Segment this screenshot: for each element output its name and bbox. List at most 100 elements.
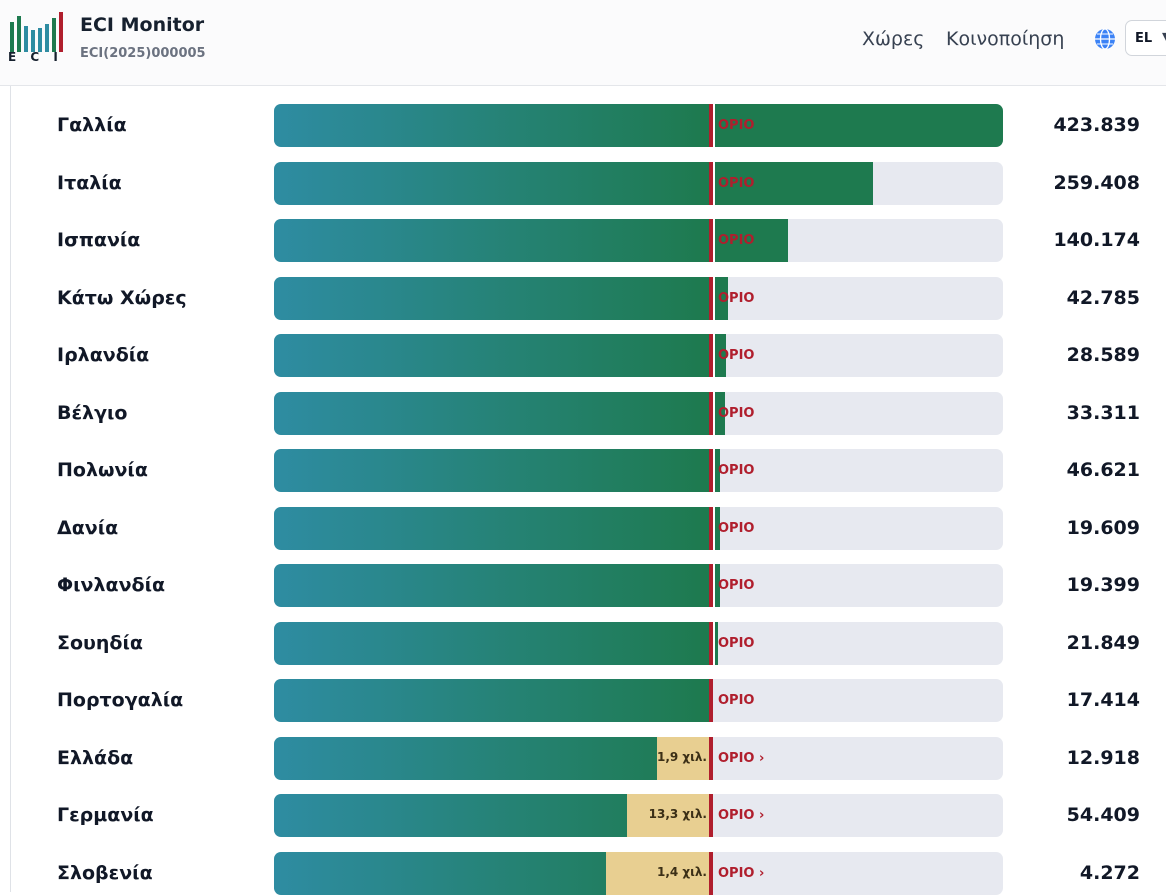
signature-count: 42.785: [1066, 286, 1140, 309]
country-row[interactable]: Γερμανία 13,3 χιλ. ΟΡΙΟ › 54.409: [11, 794, 1166, 837]
threshold-label: ΟΡΙΟ: [718, 233, 755, 248]
threshold-label: ΟΡΙΟ: [718, 693, 755, 708]
threshold-label: ΟΡΙΟ: [718, 118, 755, 133]
country-row[interactable]: Ιρλανδία ΟΡΙΟ 28.589: [11, 334, 1166, 377]
signature-count: 140.174: [1053, 229, 1140, 251]
threshold-label: ΟΡΙΟ: [718, 290, 755, 306]
threshold-marker: [709, 334, 713, 377]
progress-track: 1,9 χιλ. ΟΡΙΟ ›: [274, 736, 1003, 780]
threshold-marker: [709, 851, 713, 895]
missing-signatures-gap: [657, 736, 709, 780]
signature-count: 28.589: [1066, 344, 1140, 366]
missing-signatures-label: 1,9 χιλ.: [656, 749, 707, 764]
progress-track: ΟΡΙΟ: [274, 679, 1003, 722]
country-row[interactable]: Σλοβενία 1,4 χιλ. ΟΡΙΟ › 4.272: [11, 851, 1166, 895]
threshold-marker-gap: [713, 276, 715, 320]
country-row[interactable]: Σουηδία ΟΡΙΟ 21.849: [11, 621, 1166, 665]
country-name: Γαλλία: [57, 114, 127, 136]
threshold-marker-gap: [713, 449, 715, 492]
country-row[interactable]: Ισπανία ΟΡΙΟ 140.174: [11, 219, 1166, 262]
threshold-label: ΟΡΙΟ: [718, 348, 755, 363]
threshold-label: ΟΡΙΟ: [718, 463, 755, 478]
threshold-marker-gap: [713, 334, 715, 377]
country-name: Δανία: [57, 516, 119, 539]
globe-icon[interactable]: [1094, 28, 1116, 50]
eci-logo-icon: [10, 12, 63, 52]
threshold-marker: [709, 564, 713, 607]
threshold-label: ΟΡΙΟ: [718, 635, 755, 651]
threshold-marker-gap: [713, 391, 715, 435]
language-select[interactable]: EL ▼: [1125, 20, 1166, 56]
progress-track: ΟΡΙΟ: [274, 276, 1003, 320]
threshold-marker-gap: [713, 564, 715, 607]
country-name: Φινλανδία: [57, 574, 166, 596]
missing-signatures-label: 1,4 χιλ.: [656, 864, 707, 879]
progress-fill: [274, 219, 788, 262]
threshold-marker: [709, 276, 713, 320]
country-row[interactable]: Ελλάδα 1,9 χιλ. ΟΡΙΟ › 12.918: [11, 736, 1166, 780]
progress-track: ΟΡΙΟ: [274, 391, 1003, 435]
threshold-marker: [709, 161, 713, 205]
country-name: Κάτω Χώρες: [57, 286, 187, 309]
threshold-marker-gap: [713, 506, 715, 550]
threshold-marker: [709, 621, 713, 665]
progress-track: ΟΡΙΟ: [274, 449, 1003, 492]
signature-count: 46.621: [1066, 459, 1140, 481]
country-list: Γαλλία ΟΡΙΟ 423.839 Ιταλία ΟΡΙΟ 259.408 Ισπανί…: [10, 86, 1166, 895]
threshold-marker-gap: [713, 219, 715, 262]
top-header: E C I ECI Monitor ECI(2025)000005 Χώρες …: [0, 0, 1166, 86]
progress-track: ΟΡΙΟ: [274, 564, 1003, 607]
country-name: Πορτογαλία: [57, 689, 184, 711]
country-row[interactable]: Φινλανδία ΟΡΙΟ 19.399: [11, 564, 1166, 607]
progress-fill: [274, 506, 720, 550]
progress-track: ΟΡΙΟ: [274, 334, 1003, 377]
threshold-label: ΟΡΙΟ: [718, 175, 755, 191]
country-row[interactable]: Κάτω Χώρες ΟΡΙΟ 42.785: [11, 276, 1166, 320]
threshold-marker: [709, 506, 713, 550]
country-row[interactable]: Γαλλία ΟΡΙΟ 423.839: [11, 104, 1166, 147]
country-name: Σουηδία: [57, 631, 143, 654]
threshold-label: ΟΡΙΟ ›: [718, 808, 765, 823]
signature-count: 259.408: [1053, 171, 1140, 194]
app-title[interactable]: ECI Monitor: [80, 14, 205, 36]
progress-fill: [274, 851, 606, 895]
country-row[interactable]: Πολωνία ΟΡΙΟ 46.621: [11, 449, 1166, 492]
threshold-marker: [709, 736, 713, 780]
threshold-marker: [709, 391, 713, 435]
signature-count: 19.609: [1066, 516, 1140, 539]
missing-signatures-gap: [606, 851, 709, 895]
missing-signatures-gap: [627, 794, 709, 837]
country-row[interactable]: Δανία ΟΡΙΟ 19.609: [11, 506, 1166, 550]
threshold-marker-gap: [713, 621, 715, 665]
threshold-marker: [709, 794, 713, 837]
country-row[interactable]: Πορτογαλία ΟΡΙΟ 17.414: [11, 679, 1166, 722]
threshold-marker-gap: [713, 104, 715, 147]
progress-fill: [274, 334, 726, 377]
country-row[interactable]: Ιταλία ΟΡΙΟ 259.408: [11, 161, 1166, 205]
signature-count: 21.849: [1066, 631, 1140, 654]
signature-count: 17.414: [1066, 689, 1140, 711]
initiative-id: ECI(2025)000005: [80, 46, 206, 61]
nav-share-link[interactable]: Κοινοποίηση: [946, 28, 1065, 50]
progress-fill: [274, 449, 720, 492]
nav-countries-link[interactable]: Χώρες: [862, 28, 925, 50]
threshold-marker: [709, 104, 713, 147]
chevron-down-icon: ▼: [1162, 30, 1166, 43]
progress-track: ΟΡΙΟ: [274, 621, 1003, 665]
threshold-marker-gap: [713, 161, 715, 205]
progress-track: ΟΡΙΟ: [274, 104, 1003, 147]
country-name: Γερμανία: [57, 804, 154, 826]
signature-count: 4.272: [1079, 861, 1140, 884]
language-code: EL: [1135, 31, 1153, 46]
signature-count: 423.839: [1053, 114, 1140, 136]
progress-fill: [274, 391, 725, 435]
progress-fill: [274, 276, 728, 320]
signature-count: 19.399: [1066, 574, 1140, 596]
progress-track: ΟΡΙΟ: [274, 161, 1003, 205]
threshold-label: ΟΡΙΟ: [718, 578, 755, 593]
country-name: Πολωνία: [57, 459, 148, 481]
country-name: Βέλγιο: [57, 401, 128, 424]
signature-count: 54.409: [1066, 804, 1140, 826]
country-row[interactable]: Βέλγιο ΟΡΙΟ 33.311: [11, 391, 1166, 435]
progress-track: 13,3 χιλ. ΟΡΙΟ ›: [274, 794, 1003, 837]
